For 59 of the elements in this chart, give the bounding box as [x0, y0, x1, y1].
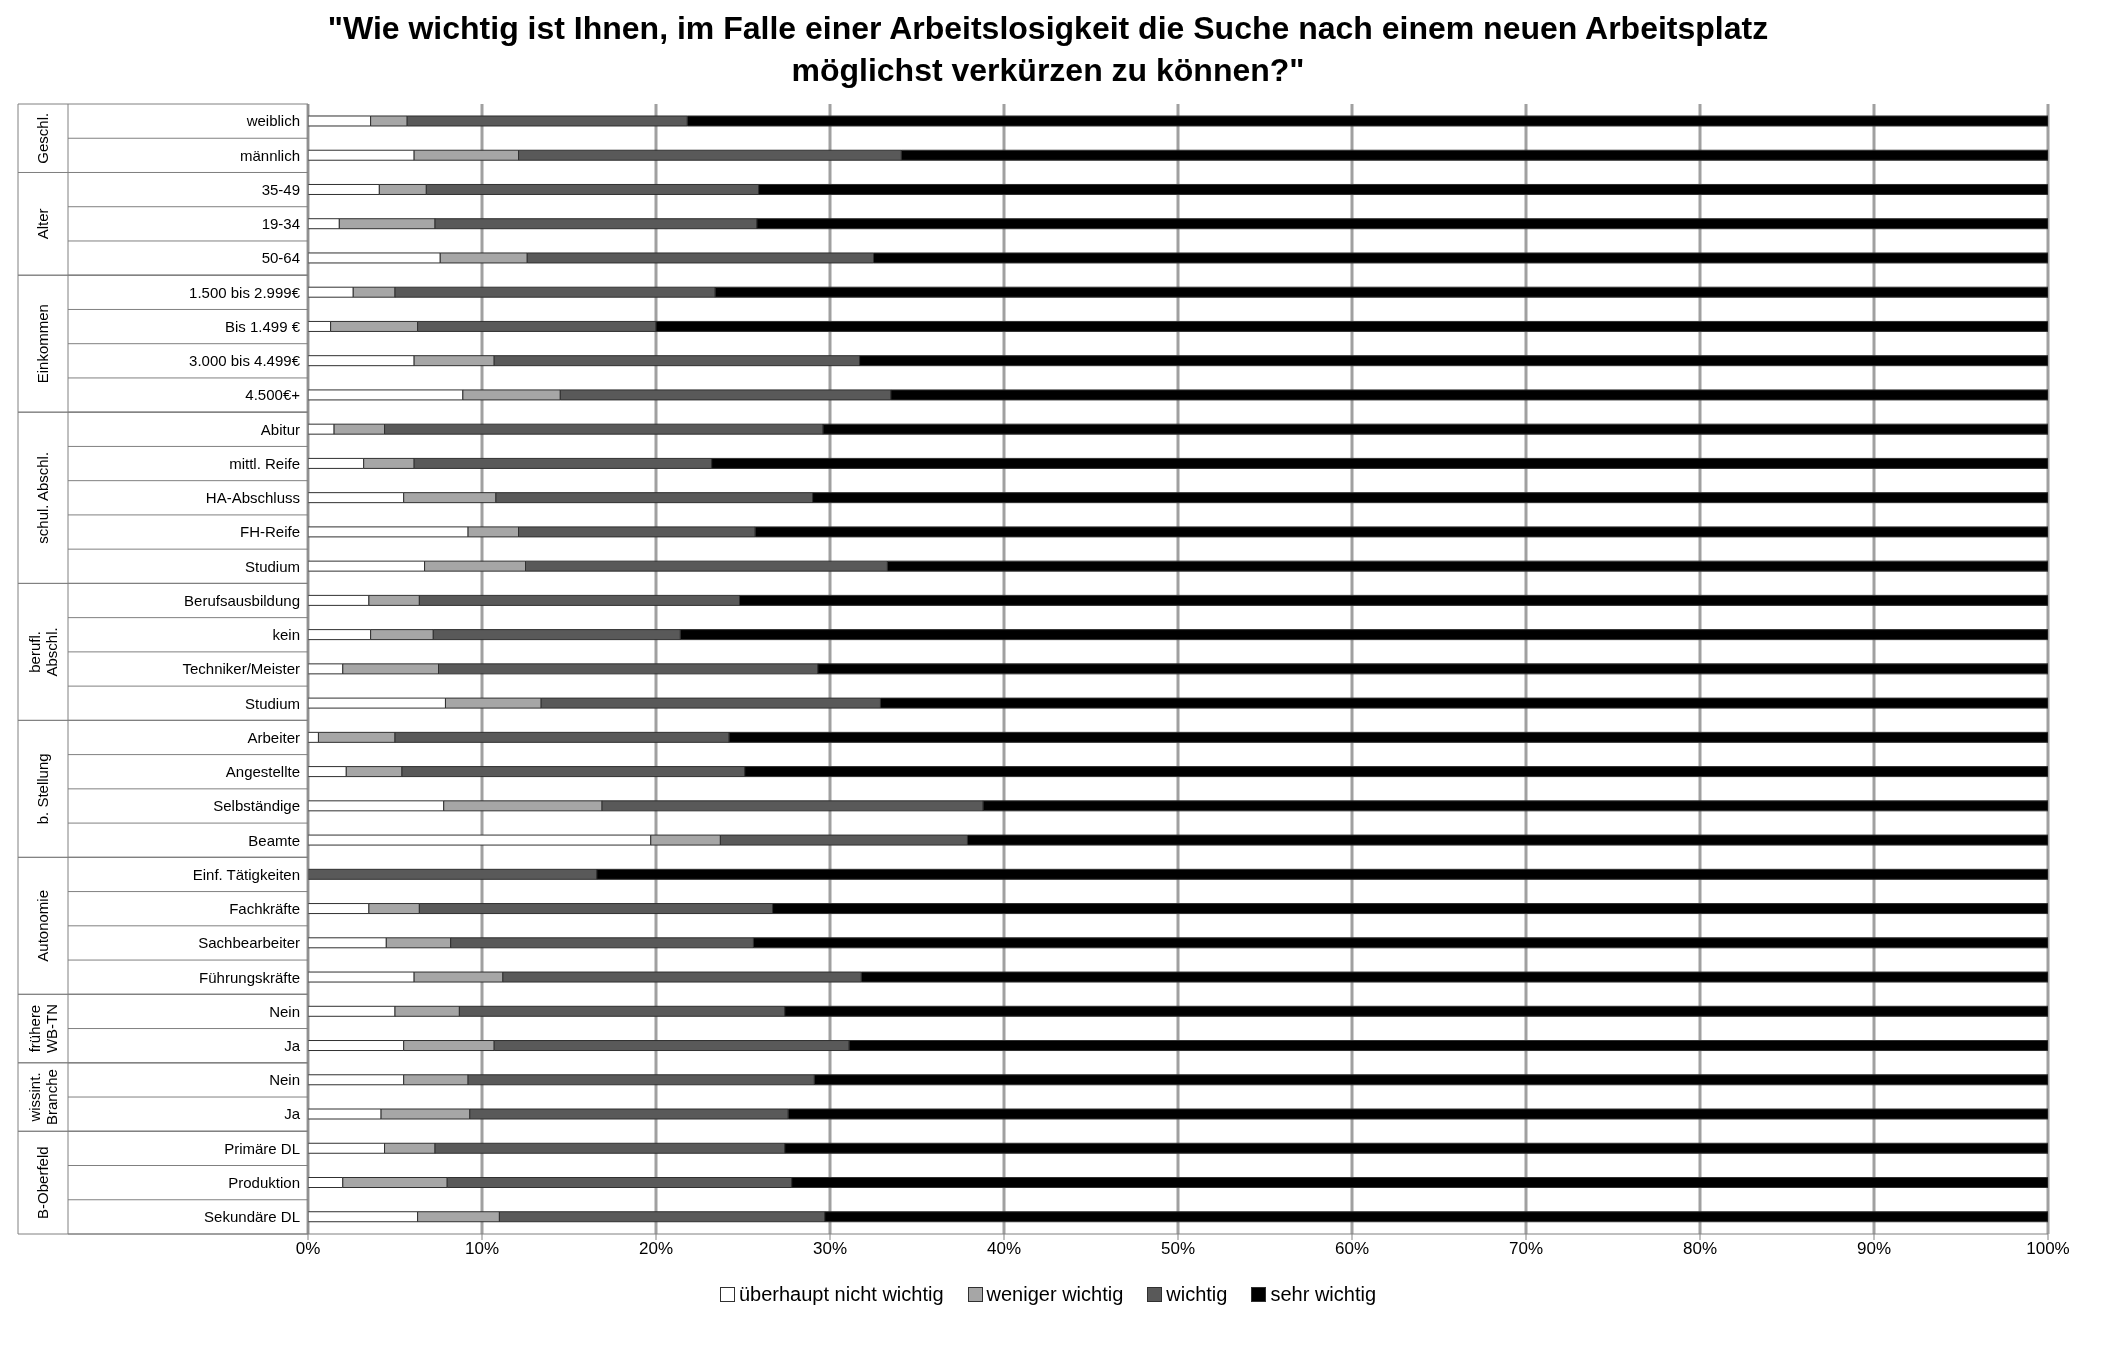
y-tick-label: 4.500€+: [245, 386, 301, 404]
y-tick-label: Selbständige: [213, 797, 300, 815]
x-tick-label: 90%: [1856, 1239, 1892, 1259]
text: Geschl.: [34, 113, 51, 164]
y-tick-label: 3.000 bis 4.499€: [189, 352, 301, 370]
y-tick-label: Fachkräfte: [229, 900, 300, 918]
text: berufl. Abschl.: [26, 627, 60, 677]
y-tick-label: Arbeiter: [247, 729, 300, 746]
x-tick-label: 10%: [464, 1239, 500, 1259]
text: B-Oberfeld: [34, 1146, 51, 1220]
y-tick-label: Studium: [244, 694, 300, 712]
y-tick-label: Ja: [284, 1037, 301, 1055]
y-tick-label: 19-34: [261, 215, 300, 233]
y-tick-label: Produktion: [228, 1174, 300, 1192]
y-tick-label: FH-Reife: [239, 523, 300, 541]
y-tick-label: Techniker/Meister: [182, 660, 300, 678]
x-tick-label: 100%: [2026, 1239, 2070, 1259]
x-tick-label: 60%: [1334, 1239, 1370, 1259]
y-tick-label: HA-Abschluss: [205, 489, 300, 507]
y-tick-label: Nein: [269, 1071, 300, 1089]
x-tick-label: 50%: [1160, 1239, 1196, 1259]
y-tick-label: 50-64: [261, 249, 300, 267]
text: Einkommen: [34, 304, 51, 384]
chart-title: "Wie wichtig ist Ihnen, im Falle einer Arbeitslosigkeit die Suche nach einem neuen Arbeitsplatz möglichst verkürzen zu können?": [326, 9, 1770, 90]
x-tick-label: 30%: [812, 1239, 848, 1259]
text: wissint. Branche: [26, 1069, 60, 1126]
legend-label: überhaupt nicht wichtig: [737, 1283, 944, 1307]
y-tick-label: 35-49: [261, 181, 300, 199]
text: Alter: [34, 208, 51, 240]
y-tick-label: Berufsausbildung: [184, 592, 300, 610]
y-tick-label: Angestellte: [225, 763, 300, 781]
legend-label: sehr wichtig: [1269, 1283, 1377, 1307]
x-tick-label: 0%: [295, 1239, 321, 1259]
y-tick-label: Bis 1.499 €: [224, 318, 301, 336]
y-tick-label: weiblich: [245, 112, 300, 130]
text: frühere WB-TN: [26, 1004, 60, 1054]
x-tick-label: 40%: [986, 1239, 1022, 1259]
y-tick-label: Sekundäre DL: [204, 1208, 300, 1226]
y-tick-label: Sachbearbeiter: [198, 934, 300, 952]
y-tick-label: Abitur: [260, 420, 300, 438]
x-tick-label: 20%: [638, 1239, 674, 1259]
y-tick-label: männlich: [239, 146, 300, 164]
y-tick-label: Einf. Tätigkeiten: [192, 865, 300, 883]
y-tick-label: Beamte: [248, 831, 300, 849]
text: Autonomie: [34, 890, 51, 962]
text: schul. Abschl.: [34, 452, 51, 544]
y-tick-label: kein: [272, 626, 300, 644]
y-tick-label: mittl. Reife: [229, 455, 300, 473]
y-tick-label: Führungskräfte: [199, 968, 300, 986]
y-tick-label: Studium: [244, 557, 300, 575]
y-tick-label: Primäre DL: [224, 1139, 300, 1157]
y-tick-label: 1.500 bis 2.999€: [189, 283, 301, 301]
x-tick-label: 70%: [1508, 1239, 1544, 1259]
y-tick-label: Nein: [269, 1002, 300, 1020]
legend-label: weniger wichtig: [985, 1283, 1124, 1307]
x-tick-label: 80%: [1682, 1239, 1718, 1259]
legend-label: wichtig: [1165, 1283, 1228, 1307]
text: b. Stellung: [34, 753, 51, 825]
y-tick-label: Ja: [284, 1105, 301, 1123]
